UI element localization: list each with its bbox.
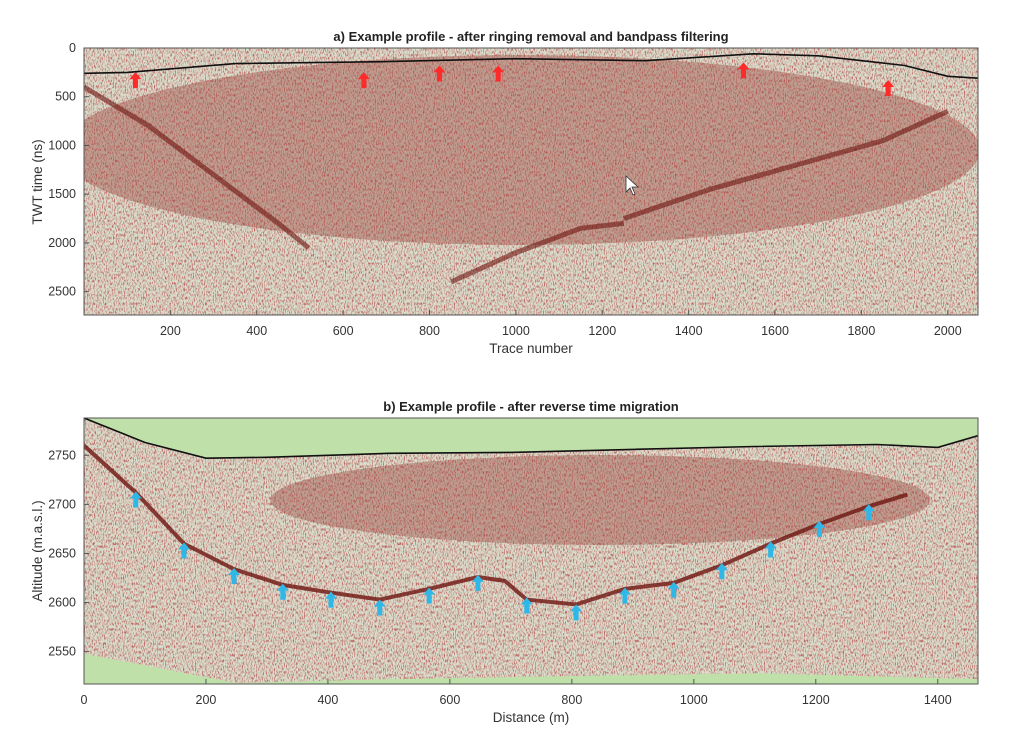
- red-arrow-icon: [433, 65, 446, 82]
- blue-arrow-icon: [764, 541, 777, 558]
- x-tick-label: 2000: [934, 324, 962, 338]
- blue-arrow-icon: [471, 574, 484, 591]
- x-tick-label: 1000: [680, 693, 708, 707]
- x-tick-label: 200: [160, 324, 181, 338]
- x-tick-label: 0: [81, 693, 88, 707]
- x-tick-label: 1400: [924, 693, 952, 707]
- x-tick-label: 1000: [502, 324, 530, 338]
- y-tick-label: 1000: [48, 138, 76, 152]
- surface-line: [84, 418, 978, 460]
- y-tick-label: 2700: [48, 497, 76, 511]
- blue-arrow-icon: [618, 587, 631, 604]
- bed-reflection: [450, 220, 625, 285]
- blue-arrow-icon: [373, 599, 386, 616]
- x-tick-label: 600: [333, 324, 354, 338]
- red-arrow-icon: [737, 62, 750, 79]
- x-axis-label: Distance (m): [493, 710, 570, 725]
- panel-a: a) Example profile - after ringing remov…: [30, 29, 979, 356]
- y-tick-label: 0: [69, 41, 76, 55]
- panel-b-title: b) Example profile - after reverse time …: [383, 399, 679, 414]
- blue-arrow-icon: [423, 587, 436, 604]
- blue-arrow-icon: [129, 491, 142, 508]
- red-arrow-icon: [129, 72, 142, 89]
- y-tick-label: 2500: [48, 285, 76, 299]
- x-tick-label: 800: [419, 324, 440, 338]
- y-axis-label: Altitude (m.a.s.l.): [30, 500, 45, 601]
- x-tick-label: 400: [246, 324, 267, 338]
- red-arrow-icon: [357, 72, 370, 89]
- blue-arrow-icon: [228, 568, 241, 585]
- blue-arrow-icon: [667, 581, 680, 598]
- x-axis-label: Trace number: [489, 341, 573, 356]
- blue-arrow-icon: [715, 563, 728, 580]
- x-tick-label: 1200: [802, 693, 830, 707]
- blue-arrow-icon: [324, 591, 337, 608]
- y-tick-label: 2650: [48, 546, 76, 560]
- radargram-noise: [84, 418, 978, 684]
- plot-frame: [83, 47, 979, 316]
- y-tick-label: 2000: [48, 236, 76, 250]
- y-tick-label: 1500: [48, 187, 76, 201]
- blue-arrow-icon: [813, 520, 826, 537]
- panel-a-title: a) Example profile - after ringing remov…: [333, 29, 728, 44]
- red-arrow-icon: [492, 65, 505, 82]
- x-tick-label: 200: [196, 693, 217, 707]
- blue-arrow-icon: [178, 542, 191, 559]
- bed-reflection: [623, 109, 949, 221]
- x-tick-label: 600: [439, 693, 460, 707]
- blue-arrow-icon: [276, 583, 289, 600]
- y-axis-label: TWT time (ns): [30, 139, 45, 224]
- blue-arrow-icon: [520, 597, 533, 614]
- plot-frame: [83, 417, 979, 685]
- x-tick-label: 400: [317, 693, 338, 707]
- blue-arrow-icon: [862, 504, 875, 521]
- y-tick-label: 2750: [48, 448, 76, 462]
- x-tick-label: 1200: [588, 324, 616, 338]
- mouse-cursor-icon: [625, 175, 640, 196]
- surface-line: [84, 52, 978, 79]
- x-tick-label: 1400: [675, 324, 703, 338]
- panel-b: b) Example profile - after reverse time …: [30, 399, 979, 725]
- x-tick-label: 1600: [761, 324, 789, 338]
- bed-reflection: [84, 84, 311, 250]
- x-tick-label: 800: [561, 693, 582, 707]
- blue-arrow-icon: [570, 604, 583, 621]
- y-tick-label: 2600: [48, 596, 76, 610]
- y-tick-label: 500: [55, 90, 76, 104]
- red-arrow-icon: [882, 79, 895, 96]
- x-tick-label: 1800: [847, 324, 875, 338]
- radargram-noise: [84, 48, 978, 315]
- y-tick-label: 2550: [48, 645, 76, 659]
